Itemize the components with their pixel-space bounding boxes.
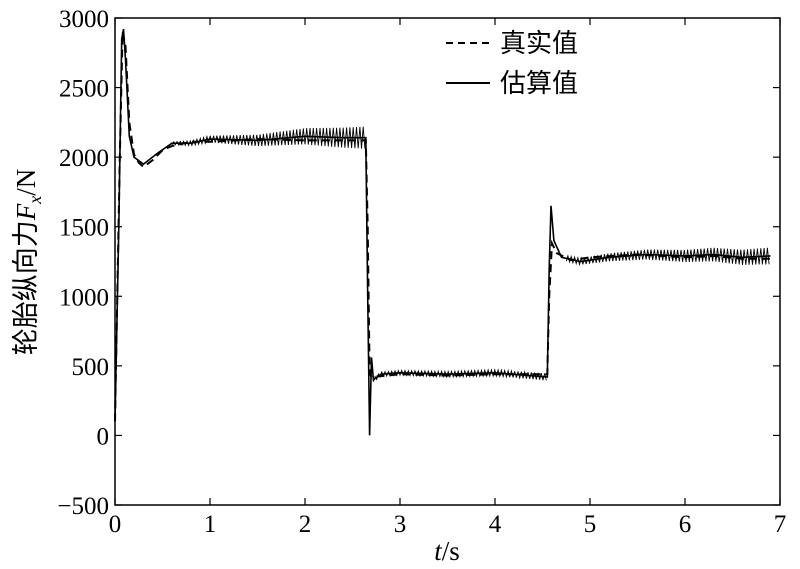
y-tick-label: 2000 — [59, 145, 109, 172]
x-tick-label: 4 — [489, 511, 502, 538]
x-axis-unit: /s — [442, 536, 460, 566]
x-axis-var: t — [434, 536, 443, 566]
series-line-true — [114, 31, 771, 422]
y-axis-unit: /N — [11, 169, 41, 196]
y-axis-main: 轮胎纵向力 — [11, 220, 42, 355]
legend-label-true: 真实值 — [500, 29, 578, 59]
x-tick-label: 7 — [774, 511, 787, 538]
series-layer — [114, 28, 771, 436]
y-tick-label: 3000 — [59, 6, 109, 33]
y-tick-label: 1000 — [59, 284, 109, 311]
oscillation-band — [171, 126, 366, 149]
legend-label-est: 估算值 — [500, 69, 578, 99]
y-tick-label: 1500 — [59, 215, 109, 242]
legend: 真实值 估算值 — [446, 29, 578, 99]
y-axis-var: F — [11, 203, 41, 221]
x-tick-label: 0 — [109, 511, 122, 538]
plot-frame — [114, 17, 781, 506]
x-tick-label: 1 — [204, 511, 217, 538]
series-line-estimated — [114, 28, 771, 436]
y-tick-label: 0 — [97, 423, 110, 450]
y-tick-label: 2500 — [59, 76, 109, 103]
y-axis-sub: x — [25, 196, 45, 205]
y-tick-label: 500 — [72, 354, 110, 381]
x-axis-label: t/s — [434, 536, 460, 566]
y-axis-label: 轮胎纵向力Fx/N — [11, 169, 45, 356]
x-tick-label: 6 — [679, 511, 692, 538]
x-tick-label: 3 — [394, 511, 407, 538]
y-tick-label: −500 — [57, 493, 109, 520]
x-tick-label: 5 — [584, 511, 597, 538]
oscillation-band — [565, 247, 770, 267]
x-tick-label: 2 — [299, 511, 312, 538]
